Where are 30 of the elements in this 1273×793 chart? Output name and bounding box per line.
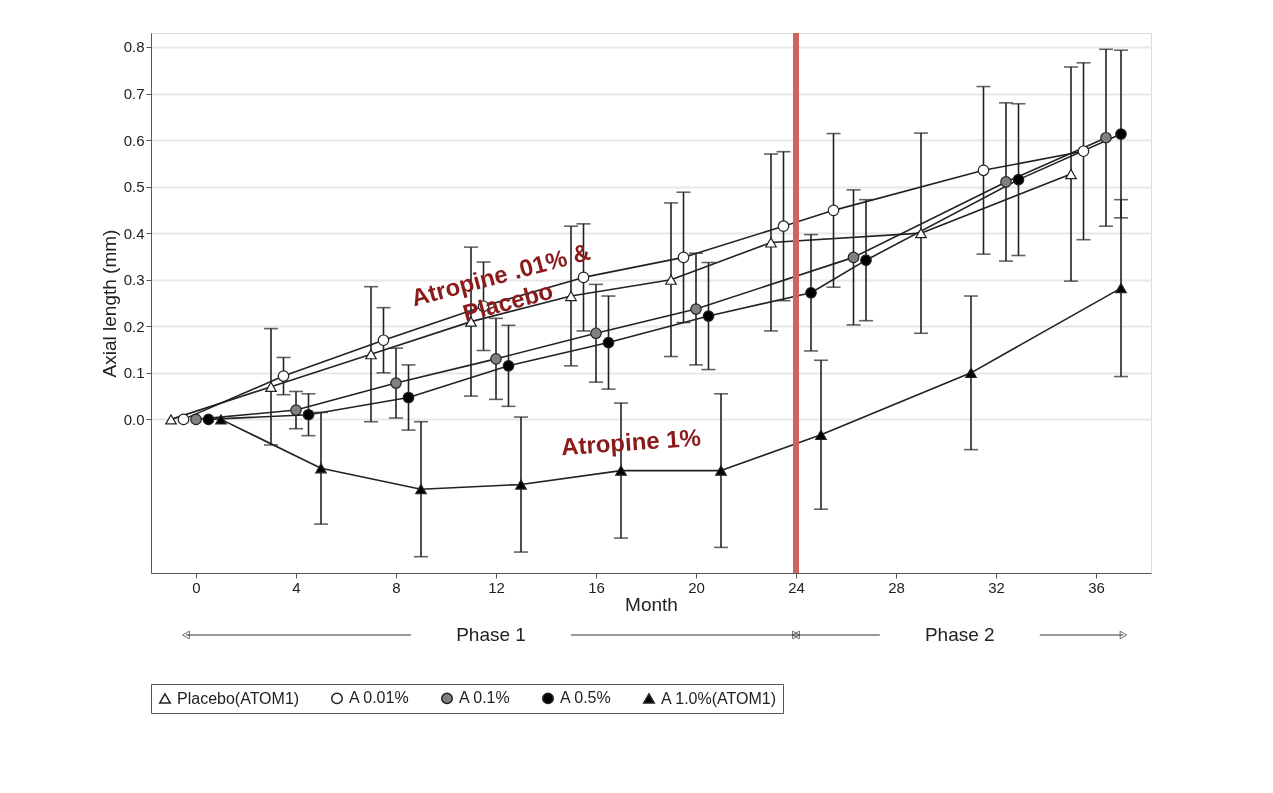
x-tick-label: 16	[588, 578, 605, 596]
text: Phase 1	[456, 624, 526, 645]
y-tick-label: 0.0	[123, 410, 145, 428]
x-tick-label: 0	[192, 578, 201, 596]
x-tick-label: 28	[888, 578, 905, 596]
legend-label: Placebo(ATOM1)	[177, 689, 300, 707]
y-tick-label: 0.8	[123, 38, 145, 56]
x-tick-label: 32	[988, 578, 1005, 596]
legend-label: A 0.1%	[459, 689, 510, 707]
x-tick-label: 24	[788, 578, 805, 596]
y-tick-label: 0.6	[123, 131, 145, 149]
annotation: Atropine 1%	[560, 423, 702, 461]
annotation: Atropine .01% & Placebo	[408, 237, 593, 327]
x-tick-label: 20	[688, 578, 705, 596]
x-axis-title: Month	[625, 593, 678, 615]
y-tick-label: 0.5	[123, 178, 145, 196]
x-tick-label: 4	[292, 578, 301, 596]
y-tick-label: 0.3	[123, 271, 145, 289]
y-axis-title: Axial length (mm)	[98, 229, 120, 378]
legend-label: A 1.0%(ATOM1)	[661, 689, 776, 707]
legend-label: A 0.01%	[349, 689, 409, 707]
x-tick-label: 36	[1088, 578, 1105, 596]
x-tick-label: 8	[392, 578, 401, 596]
y-tick-label: 0.1	[123, 364, 145, 382]
y-tick-label: 0.7	[123, 85, 145, 103]
legend-label: A 0.5%	[560, 689, 611, 707]
y-tick-label: 0.2	[123, 317, 145, 335]
x-tick-label: 12	[488, 578, 505, 596]
y-tick-label: 0.4	[123, 224, 145, 242]
text: Phase 2	[924, 624, 995, 645]
